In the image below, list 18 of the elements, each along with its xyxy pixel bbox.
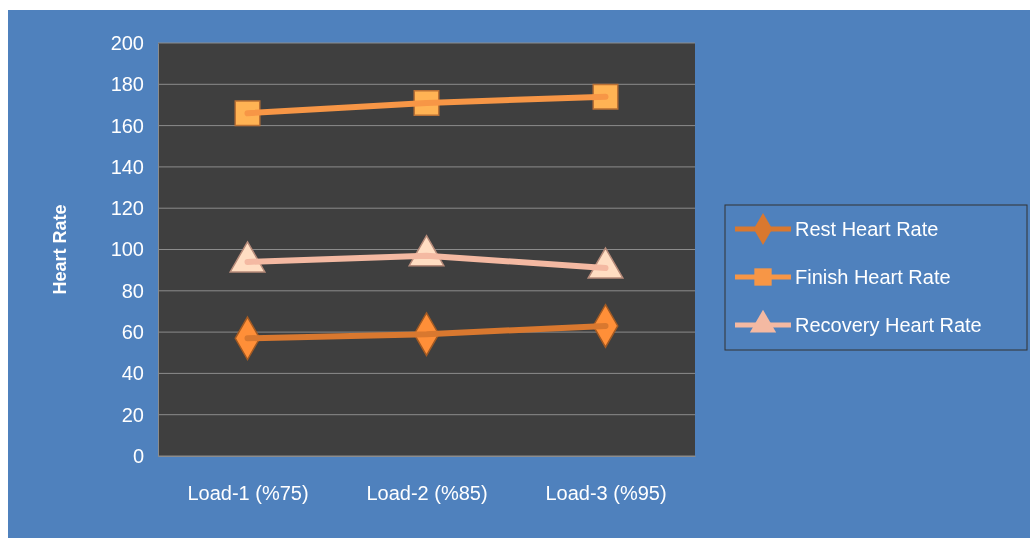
y-tick-label: 180 [110, 73, 144, 96]
y-axis-title: Heart Rate [50, 204, 70, 295]
y-tick-label: 20 [121, 403, 144, 426]
x-tick-label: Load-1 (%75) [187, 482, 309, 505]
y-tick-label: 60 [121, 321, 144, 343]
y-tick-label: 40 [121, 362, 144, 385]
y-tick-label: 80 [121, 279, 144, 302]
y-tick-label: 200 [110, 31, 144, 54]
y-tick-label: 0 [132, 444, 144, 467]
x-tick-label: Load-3 (%95) [545, 482, 667, 505]
y-tick-label: 100 [110, 238, 144, 261]
legend-label: Rest Heart Rate [795, 218, 939, 240]
y-tick-label: 140 [110, 155, 144, 178]
legend-label: Finish Heart Rate [795, 266, 951, 288]
x-tick-label: Load-2 (%85) [366, 482, 488, 505]
legend-label: Recovery Heart Rate [795, 314, 982, 336]
y-tick-label: 120 [110, 197, 144, 220]
y-tick-label: 160 [110, 114, 144, 137]
